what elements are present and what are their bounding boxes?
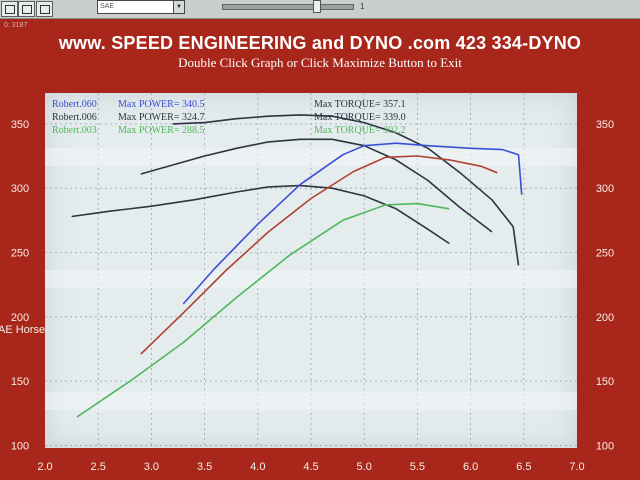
smoothing-slider[interactable] xyxy=(222,4,354,10)
page-title: www. SPEED ENGINEERING and DYNO .com 423… xyxy=(58,33,582,53)
series-line-torque-2 xyxy=(140,138,493,233)
series-line-power-4 xyxy=(182,142,523,305)
series-line-torque-1 xyxy=(172,114,520,266)
legend-max-torque: Max TORQUE= 339.0 xyxy=(314,112,406,123)
series-line-torque-3 xyxy=(71,184,450,245)
legend-run: Robert.060 xyxy=(52,99,97,110)
y-tick-label-left: 200 xyxy=(11,312,29,324)
y-tick-label-left: 150 xyxy=(11,376,29,388)
legend: Robert.060 Max POWER= 340.5 Max TORQUE= 35… xyxy=(52,99,406,136)
y-tick-label-right: 200 xyxy=(596,312,614,324)
print-icon[interactable] xyxy=(36,1,53,17)
legend-max-torque: Max TORQUE= 357.1 xyxy=(314,99,406,110)
y-tick-label-left: 350 xyxy=(11,119,29,131)
bands xyxy=(45,148,577,410)
legend-max-torque: Max TORQUE= 302.2 xyxy=(314,125,406,136)
y-tick-label-left: 100 xyxy=(11,440,29,452)
glare-band xyxy=(45,270,577,288)
y-tick-labels: 100 100 150 150 200 200 250 250 300 300 350 350 xyxy=(11,119,614,453)
y-tick-label-right: 300 xyxy=(596,183,614,195)
slider-value: 1 xyxy=(360,2,365,11)
x-tick-label: 5.0 xyxy=(357,461,372,473)
legend-max-power: Max POWER= 288.5 xyxy=(118,125,204,136)
legend-run: Robert.006 xyxy=(52,112,97,123)
legend-max-power: Max POWER= 340.5 xyxy=(118,99,204,110)
x-tick-label: 2.5 xyxy=(91,461,106,473)
x-tick-label: 3.0 xyxy=(144,461,159,473)
x-tick-label: 4.0 xyxy=(250,461,265,473)
y-tick-label-right: 100 xyxy=(596,440,614,452)
series-line-power-5 xyxy=(140,155,498,355)
x-tick-label: 2.0 xyxy=(37,461,52,473)
x-tick-label: 6.5 xyxy=(516,461,531,473)
slider-thumb[interactable] xyxy=(313,0,321,13)
grid xyxy=(45,93,577,448)
x-tick-label: 5.5 xyxy=(410,461,425,473)
open-file-icon[interactable] xyxy=(1,1,18,17)
status-code: 0: 3187 xyxy=(4,22,28,29)
x-tick-label: 7.0 xyxy=(569,461,584,473)
x-tick-labels: 2.0 2.5 3.0 3.5 4.0 4.5 5.0 5.5 6.0 6.5 7.0 xyxy=(37,461,584,473)
save-icon[interactable] xyxy=(18,1,35,17)
x-tick-label: 3.5 xyxy=(197,461,212,473)
toolbar: SAE ▼ 1 xyxy=(0,0,640,19)
x-tick-label: 4.5 xyxy=(303,461,318,473)
y-tick-label-right: 350 xyxy=(596,119,614,131)
chevron-down-icon[interactable]: ▼ xyxy=(173,1,184,13)
y-axis-label: AE Horse xyxy=(0,324,45,336)
series-line-power-6 xyxy=(76,202,450,418)
legend-run: Robert.003 xyxy=(52,125,97,136)
series-lines xyxy=(71,114,523,418)
glare-band xyxy=(45,392,577,410)
units-select[interactable]: SAE ▼ xyxy=(97,0,185,14)
y-tick-label-left: 250 xyxy=(11,247,29,259)
page-subtitle: Double Click Graph or Click Maximize But… xyxy=(178,55,462,70)
y-tick-label-right: 250 xyxy=(596,247,614,259)
glare-band xyxy=(45,148,577,166)
x-tick-label: 6.0 xyxy=(463,461,478,473)
legend-max-power: Max POWER= 324.7 xyxy=(118,112,204,123)
y-tick-label-right: 150 xyxy=(596,376,614,388)
y-tick-label-left: 300 xyxy=(11,183,29,195)
